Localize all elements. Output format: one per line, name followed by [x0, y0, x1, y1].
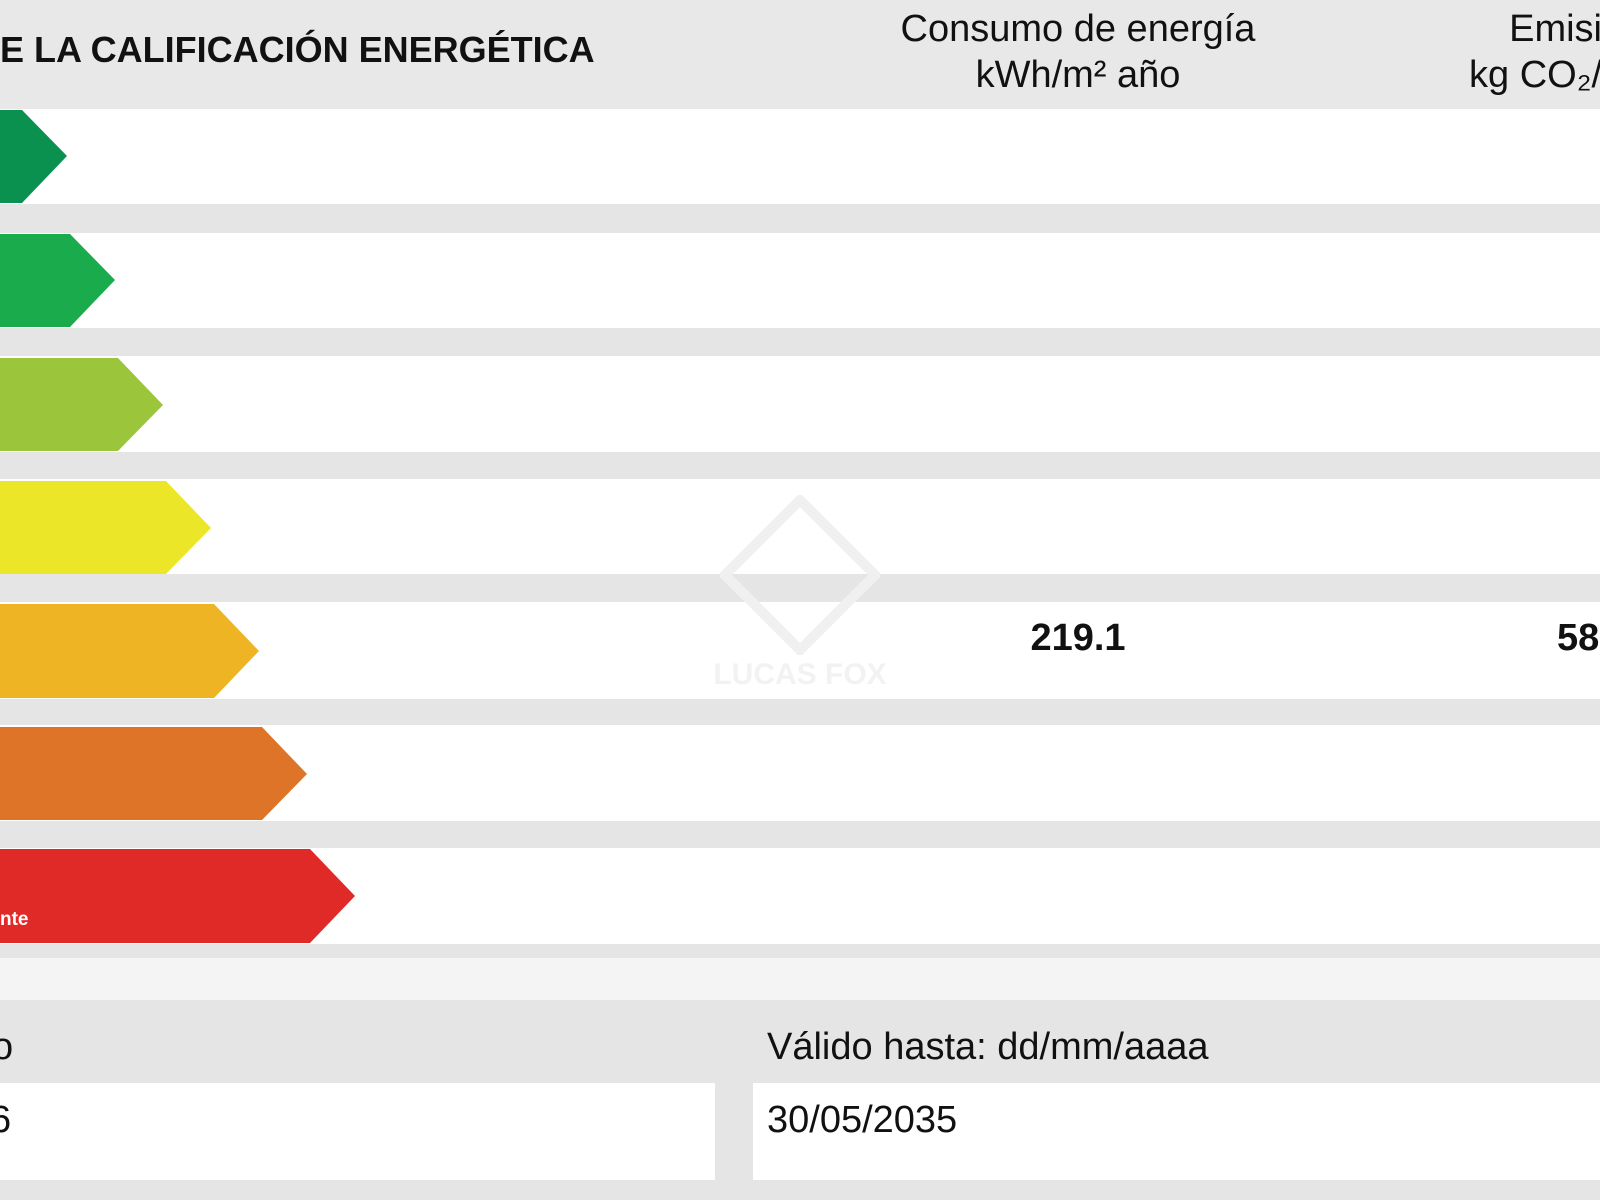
arrow-label: nte	[0, 909, 29, 930]
title: E LA CALIFICACIÓN ENERGÉTICA	[0, 29, 595, 70]
row-band	[0, 109, 1600, 204]
watermark-logo	[720, 495, 880, 655]
valid-value: 30/05/2035	[767, 1099, 958, 1141]
energy-value: 219.1	[1030, 617, 1126, 659]
arrow-c	[0, 358, 163, 451]
energy-unit: kWh/m² año	[975, 54, 1181, 96]
row-band	[0, 356, 1600, 452]
spacer	[0, 958, 1600, 1000]
footer-label: o	[0, 1026, 14, 1068]
footer-value: 6	[0, 1099, 12, 1141]
watermark: LUCAS FOX	[713, 658, 887, 691]
emissions-value: 58	[1557, 617, 1600, 659]
emissions-unit: kg CO₂/	[1469, 54, 1600, 96]
arrow-g	[0, 849, 355, 943]
input-box	[753, 1083, 1600, 1180]
rating-arrows	[0, 110, 355, 943]
arrow-d	[0, 481, 211, 574]
energy-header: Consumo de energía	[900, 8, 1256, 50]
row-band	[0, 233, 1600, 328]
header-band	[0, 0, 1600, 109]
valid-label: Válido hasta: dd/mm/aaaa	[767, 1026, 1209, 1068]
arrow-f	[0, 727, 307, 820]
emissions-header: Emisi	[1509, 8, 1600, 50]
arrow-b	[0, 234, 115, 327]
arrow-e	[0, 604, 259, 698]
arrow-a	[0, 110, 67, 203]
input-box	[0, 1083, 715, 1180]
